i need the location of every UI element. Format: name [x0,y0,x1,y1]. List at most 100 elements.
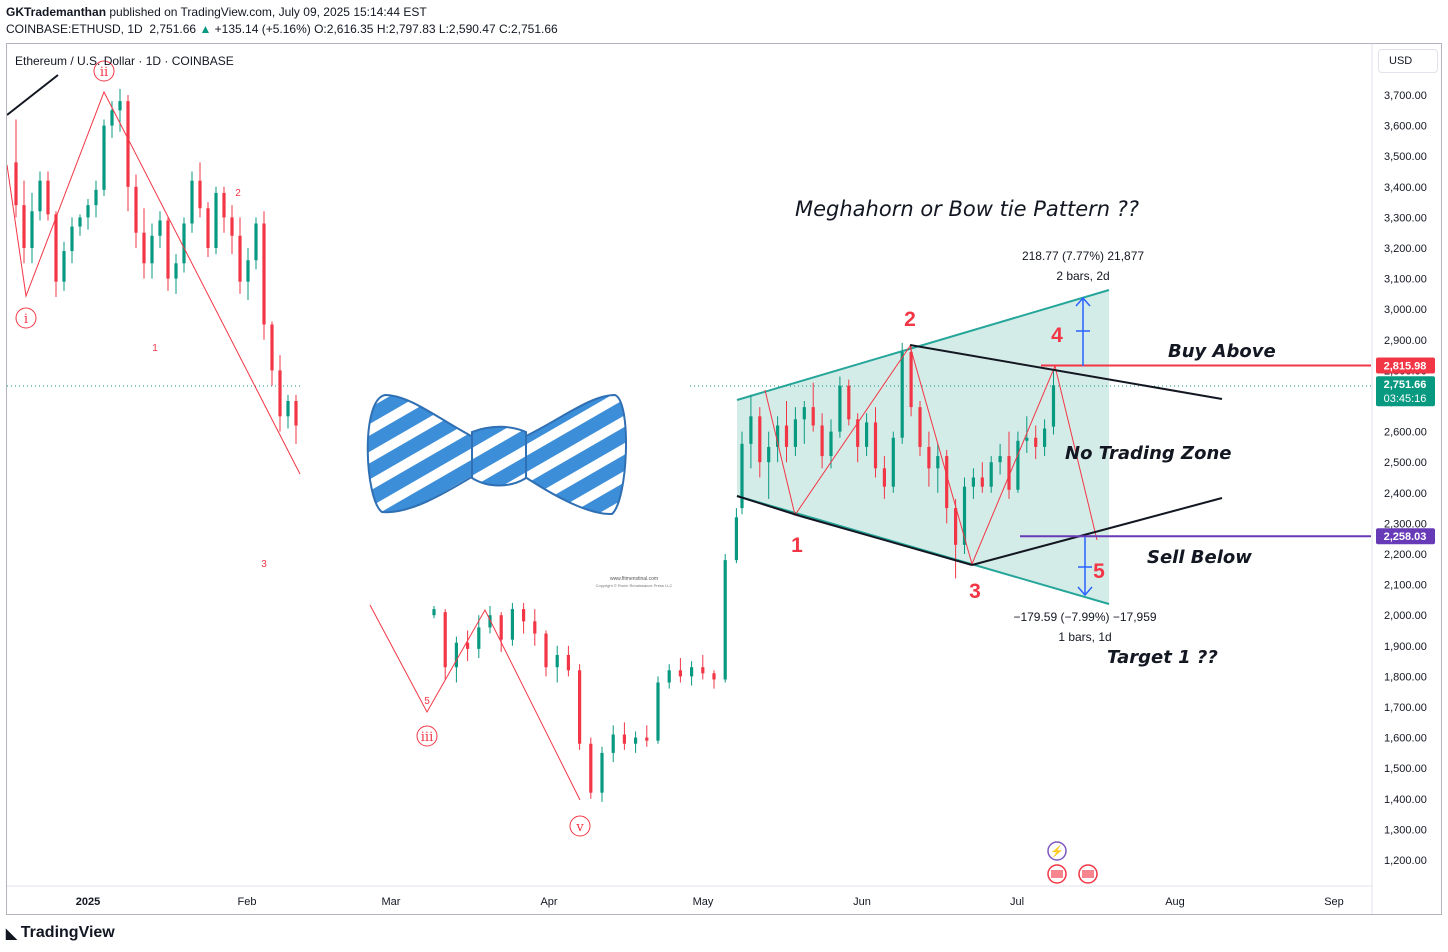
candle-body[interactable] [989,462,993,487]
candle-body[interactable] [927,446,931,469]
candle-body[interactable] [466,642,470,649]
candle-body[interactable] [30,211,34,248]
candle-body[interactable] [1016,440,1020,490]
bow-tie-upper-line[interactable] [909,344,1223,400]
candle-body[interactable] [998,456,1002,463]
bow-tie-pattern-area[interactable] [737,290,1109,604]
candle-body[interactable] [522,609,526,622]
candle-body[interactable] [634,737,638,744]
candle-body[interactable] [54,214,58,282]
candle-body[interactable] [909,352,913,408]
candle-body[interactable] [238,235,242,282]
candle-body[interactable] [510,609,514,640]
candle-body[interactable] [749,416,753,444]
candle-body[interactable] [900,352,904,438]
candle-body[interactable] [820,425,824,457]
candle-body[interactable] [767,446,771,463]
candle-body[interactable] [118,101,122,111]
price-axis[interactable]: 1,200.00 1,300.00 1,400.00 1,500.00 1,600.00… [1384,90,1427,867]
candle-body[interactable] [656,682,660,741]
candle-body[interactable] [499,615,503,640]
candle-body[interactable] [46,180,50,215]
candle-body[interactable] [38,180,42,212]
candle-body[interactable] [198,180,202,209]
candle-body[interactable] [166,220,170,279]
candle-body[interactable] [776,425,780,447]
candle-body[interactable] [443,612,447,668]
candle-body[interactable] [865,422,869,447]
pattern-lower-edge[interactable] [736,495,1110,605]
candle-body[interactable] [174,263,178,279]
candle-body[interactable] [962,486,967,545]
wave-zigzag-left[interactable] [7,90,301,475]
candle-body[interactable] [286,401,290,417]
candle-body[interactable] [578,670,582,744]
candle-body[interactable] [829,431,833,457]
lightning-event-icon[interactable] [1047,841,1067,861]
candle-body[interactable] [158,220,162,236]
candle-body[interactable] [270,324,274,371]
candle-body[interactable] [622,734,626,744]
candle-body[interactable] [14,162,18,206]
trendline-top-left[interactable] [7,74,59,116]
candle-body[interactable] [891,437,895,487]
candle-body[interactable] [600,752,604,793]
candle-body[interactable] [701,667,705,674]
candle-body[interactable] [723,560,727,680]
time-axis[interactable]: 2025 Feb Mar Apr May Jun Jul Aug Sep [76,896,1344,908]
candle-body[interactable] [278,370,282,417]
candle-body[interactable] [477,627,481,649]
candle-body[interactable] [712,673,716,680]
candle-body[interactable] [86,205,90,218]
candle-body[interactable] [62,251,66,282]
candle-body[interactable] [873,422,878,469]
wave-zigzag-mid[interactable] [369,604,581,801]
event-icons[interactable]: ⚡ [1047,841,1098,884]
candle-body[interactable] [918,407,922,447]
candle-body[interactable] [190,180,194,224]
candle-body[interactable] [971,477,975,487]
candle-body[interactable] [690,667,694,677]
pattern-upper-edge[interactable] [736,289,1110,401]
currency-button[interactable]: USD [1378,49,1438,73]
wave-zigzag-pattern[interactable] [764,344,1098,566]
candle-body[interactable] [945,456,949,509]
candle-body[interactable] [954,508,958,545]
candle-body[interactable] [611,734,615,753]
candle-body[interactable] [838,385,842,432]
candle-body[interactable] [1007,456,1011,490]
candle-body[interactable] [882,468,886,487]
candle-body[interactable] [1043,428,1047,447]
candle-body[interactable] [811,407,815,426]
candle-body[interactable] [126,101,130,187]
candle-body[interactable] [936,456,940,469]
candle-body[interactable] [784,425,789,447]
candles-group[interactable] [14,88,1056,802]
candle-body[interactable] [740,443,744,509]
candle-body[interactable] [667,670,671,683]
candle-body[interactable] [544,633,548,668]
candle-body[interactable] [847,385,851,420]
candle-body[interactable] [758,416,762,463]
candle-body[interactable] [793,419,797,447]
candle-body[interactable] [294,401,298,426]
candle-body[interactable] [78,217,82,227]
candle-body[interactable] [555,654,559,668]
candle-body[interactable] [262,223,266,325]
candle-body[interactable] [454,642,458,668]
candle-body[interactable] [142,232,146,264]
candle-body[interactable] [856,419,860,447]
candle-body[interactable] [102,125,106,190]
candle-body[interactable] [734,517,738,561]
candle-body[interactable] [645,737,649,741]
candle-body[interactable] [182,223,186,264]
candle-body[interactable] [94,189,98,206]
candle-body[interactable] [488,615,492,628]
candle-body[interactable] [230,217,234,236]
candle-body[interactable] [1025,437,1029,441]
candle-body[interactable] [1051,385,1056,427]
candle-body[interactable] [206,208,210,248]
candle-body[interactable] [70,226,74,252]
candle-body[interactable] [678,670,682,677]
